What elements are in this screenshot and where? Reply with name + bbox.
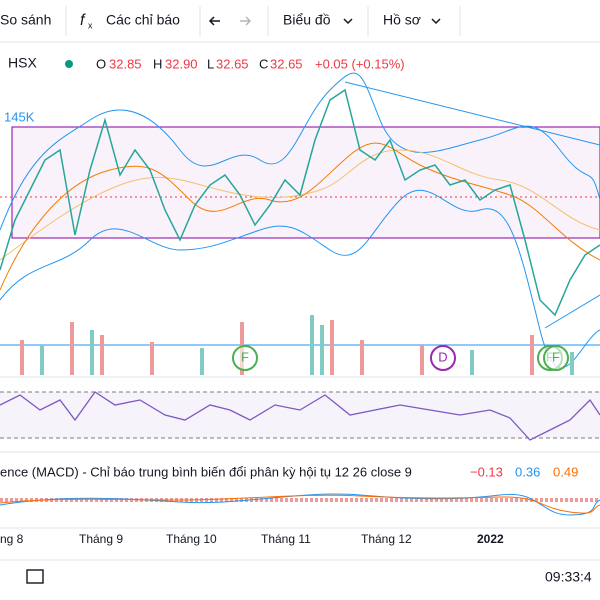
fx-icon: f (80, 12, 86, 29)
rsi-band (0, 392, 600, 438)
volume-bars (20, 320, 534, 375)
x-tick-label: Tháng 9 (79, 532, 123, 546)
trend-line (344, 81, 600, 146)
low-value: 32.65 (216, 56, 249, 71)
ma-long (0, 149, 600, 261)
range-box (11, 126, 600, 239)
market-status (65, 60, 73, 68)
volume-label: 145K (4, 109, 35, 124)
clock: 09:33:4 (545, 569, 592, 585)
event-label: F (241, 349, 249, 364)
event-marker[interactable] (543, 345, 569, 371)
undo-button[interactable] (208, 16, 220, 26)
price-line-series (0, 88, 600, 317)
open-label: O (96, 56, 106, 71)
x-tick-label: Tháng 11 (261, 532, 311, 546)
chart-button[interactable]: Biểu đồ (283, 12, 331, 28)
indicators-button[interactable]: Các chỉ báo (106, 12, 180, 28)
profile-button[interactable]: Hồ sơ (383, 12, 421, 28)
high-value: 32.90 (165, 56, 198, 71)
macd-signal: 0.49 (553, 464, 578, 479)
exchange: HSX (8, 55, 37, 71)
x-tick-label: ng 8 (0, 532, 24, 546)
close-label: C (259, 56, 268, 71)
macd-title: ence (MACD) - Chỉ báo trung bình biến đổ… (0, 464, 412, 479)
x-tick-label: Tháng 10 (166, 532, 217, 546)
date-range-button[interactable] (26, 569, 44, 584)
redo-button[interactable] (240, 16, 252, 26)
macd-value: 0.36 (515, 464, 540, 479)
signal-line (0, 494, 600, 514)
dropdown-arrow (343, 18, 353, 25)
bollinger-lower (0, 189, 600, 369)
open-value: 32.85 (109, 56, 142, 71)
change: +0.05 (+0.15%) (315, 56, 405, 71)
event-label: F (552, 349, 560, 364)
event-label: D (438, 349, 447, 364)
macd-hist: −0.13 (470, 464, 503, 479)
close-value: 32.65 (270, 56, 303, 71)
rsi-line (0, 391, 600, 441)
trend-line (544, 294, 600, 329)
dropdown-arrow (431, 18, 441, 25)
ma-short (0, 142, 600, 291)
x-tick-label: Tháng 12 (361, 532, 412, 546)
volume-bars (40, 315, 574, 375)
event-marker[interactable] (430, 345, 456, 371)
compare-button[interactable]: So sánh (0, 12, 51, 28)
high-label: H (153, 56, 162, 71)
bollinger-upper (0, 72, 600, 231)
toolbar (0, 0, 600, 42)
x-tick-label: 2022 (477, 532, 504, 546)
event-marker[interactable] (232, 345, 258, 371)
low-label: L (207, 56, 214, 71)
fx-icon-x: x (88, 20, 93, 30)
